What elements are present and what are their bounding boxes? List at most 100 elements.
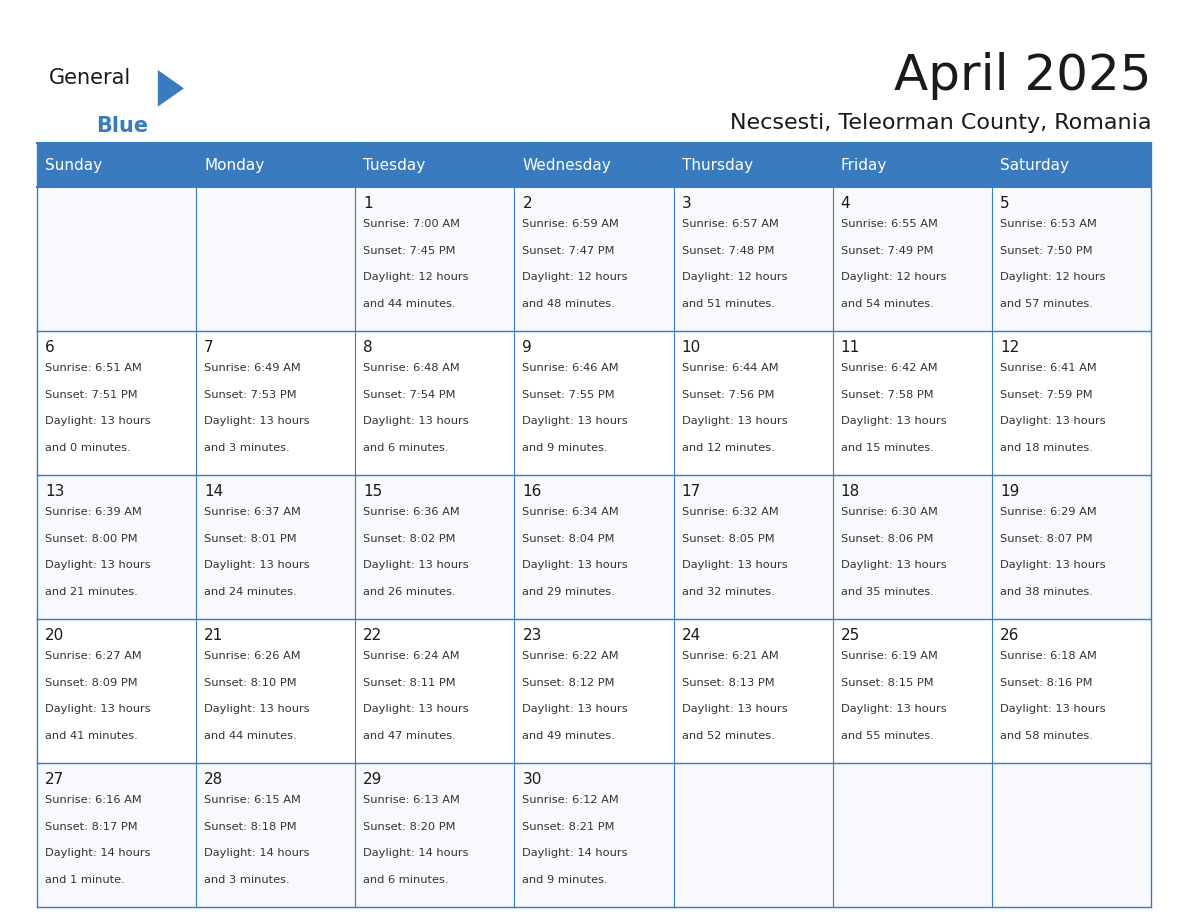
Text: Sunrise: 6:37 AM: Sunrise: 6:37 AM [204,507,301,517]
Bar [674,476,833,620]
Bar [196,476,355,620]
Text: Wednesday: Wednesday [523,158,611,173]
Bar [674,764,833,908]
Bar [37,143,196,187]
Text: and 15 minutes.: and 15 minutes. [841,442,934,453]
Text: 20: 20 [45,628,64,643]
Bar [355,143,514,187]
Text: Sunset: 8:12 PM: Sunset: 8:12 PM [523,677,615,688]
Text: Sunset: 7:51 PM: Sunset: 7:51 PM [45,389,138,399]
Text: Daylight: 13 hours: Daylight: 13 hours [682,560,788,570]
Text: Friday: Friday [841,158,887,173]
Bar [514,764,674,908]
Text: 2: 2 [523,196,532,211]
Text: 14: 14 [204,484,223,499]
Text: Sunrise: 6:49 AM: Sunrise: 6:49 AM [204,363,301,373]
Text: Sunset: 7:48 PM: Sunset: 7:48 PM [682,245,775,255]
Text: 12: 12 [1000,340,1019,355]
Text: Daylight: 13 hours: Daylight: 13 hours [1000,560,1106,570]
Bar [37,764,196,908]
Text: 19: 19 [1000,484,1019,499]
Text: and 12 minutes.: and 12 minutes. [682,442,775,453]
Bar [514,620,674,764]
Text: Daylight: 13 hours: Daylight: 13 hours [682,416,788,426]
Text: Sunrise: 6:36 AM: Sunrise: 6:36 AM [364,507,460,517]
Text: 30: 30 [523,772,542,787]
Text: 3: 3 [682,196,691,211]
Bar [196,187,355,331]
Bar [992,620,1151,764]
Text: Sunset: 8:02 PM: Sunset: 8:02 PM [364,533,456,543]
Text: 17: 17 [682,484,701,499]
Bar [992,143,1151,187]
Text: Sunrise: 6:57 AM: Sunrise: 6:57 AM [682,218,778,229]
Text: Daylight: 13 hours: Daylight: 13 hours [364,704,469,714]
Text: Sunrise: 6:12 AM: Sunrise: 6:12 AM [523,795,619,805]
Text: Sunset: 7:47 PM: Sunset: 7:47 PM [523,245,615,255]
Text: and 48 minutes.: and 48 minutes. [523,299,615,308]
Text: Sunrise: 6:18 AM: Sunrise: 6:18 AM [1000,651,1097,661]
Text: and 1 minute.: and 1 minute. [45,875,125,885]
Text: 8: 8 [364,340,373,355]
Bar [674,331,833,476]
Text: Daylight: 13 hours: Daylight: 13 hours [841,416,947,426]
Text: Sunset: 8:10 PM: Sunset: 8:10 PM [204,677,297,688]
Text: and 52 minutes.: and 52 minutes. [682,731,775,741]
Bar [355,476,514,620]
Text: Sunset: 8:16 PM: Sunset: 8:16 PM [1000,677,1092,688]
Text: 27: 27 [45,772,64,787]
Text: 22: 22 [364,628,383,643]
Text: Sunrise: 6:46 AM: Sunrise: 6:46 AM [523,363,619,373]
Text: and 44 minutes.: and 44 minutes. [364,299,456,308]
Polygon shape [158,70,184,106]
Text: and 32 minutes.: and 32 minutes. [682,587,775,597]
Bar [37,331,196,476]
Text: Sunrise: 6:34 AM: Sunrise: 6:34 AM [523,507,619,517]
Bar [674,143,833,187]
Bar [355,764,514,908]
Text: 16: 16 [523,484,542,499]
Text: 25: 25 [841,628,860,643]
Text: Sunset: 8:20 PM: Sunset: 8:20 PM [364,822,456,832]
Bar [355,187,514,331]
Text: and 0 minutes.: and 0 minutes. [45,442,131,453]
Text: 11: 11 [841,340,860,355]
Text: 29: 29 [364,772,383,787]
Bar [196,620,355,764]
Text: Monday: Monday [204,158,264,173]
Text: Thursday: Thursday [682,158,753,173]
Bar [514,476,674,620]
Bar [833,620,992,764]
Text: Sunset: 8:15 PM: Sunset: 8:15 PM [841,677,934,688]
Text: General: General [49,68,131,88]
Text: and 38 minutes.: and 38 minutes. [1000,587,1093,597]
Text: Sunset: 7:53 PM: Sunset: 7:53 PM [204,389,297,399]
Bar [514,331,674,476]
Bar [514,187,674,331]
Text: Necsesti, Teleorman County, Romania: Necsesti, Teleorman County, Romania [729,113,1151,133]
Bar [355,331,514,476]
Text: and 18 minutes.: and 18 minutes. [1000,442,1093,453]
Text: Sunset: 8:11 PM: Sunset: 8:11 PM [364,677,456,688]
Text: and 6 minutes.: and 6 minutes. [364,875,449,885]
Text: Daylight: 13 hours: Daylight: 13 hours [45,560,151,570]
Text: and 35 minutes.: and 35 minutes. [841,587,934,597]
Text: Daylight: 13 hours: Daylight: 13 hours [523,560,628,570]
Text: and 3 minutes.: and 3 minutes. [204,875,290,885]
Text: Daylight: 14 hours: Daylight: 14 hours [364,848,469,858]
Text: Daylight: 13 hours: Daylight: 13 hours [45,416,151,426]
Text: Sunset: 7:54 PM: Sunset: 7:54 PM [364,389,456,399]
Text: Daylight: 12 hours: Daylight: 12 hours [1000,272,1105,282]
Text: Sunset: 7:58 PM: Sunset: 7:58 PM [841,389,934,399]
Text: Daylight: 13 hours: Daylight: 13 hours [523,704,628,714]
Text: 6: 6 [45,340,55,355]
Text: Daylight: 13 hours: Daylight: 13 hours [1000,704,1106,714]
Text: Sunset: 7:56 PM: Sunset: 7:56 PM [682,389,775,399]
Text: Sunrise: 7:00 AM: Sunrise: 7:00 AM [364,218,460,229]
Text: and 6 minutes.: and 6 minutes. [364,442,449,453]
Text: 18: 18 [841,484,860,499]
Text: 10: 10 [682,340,701,355]
Text: Daylight: 13 hours: Daylight: 13 hours [204,560,310,570]
Bar [514,143,674,187]
Text: Sunrise: 6:42 AM: Sunrise: 6:42 AM [841,363,937,373]
